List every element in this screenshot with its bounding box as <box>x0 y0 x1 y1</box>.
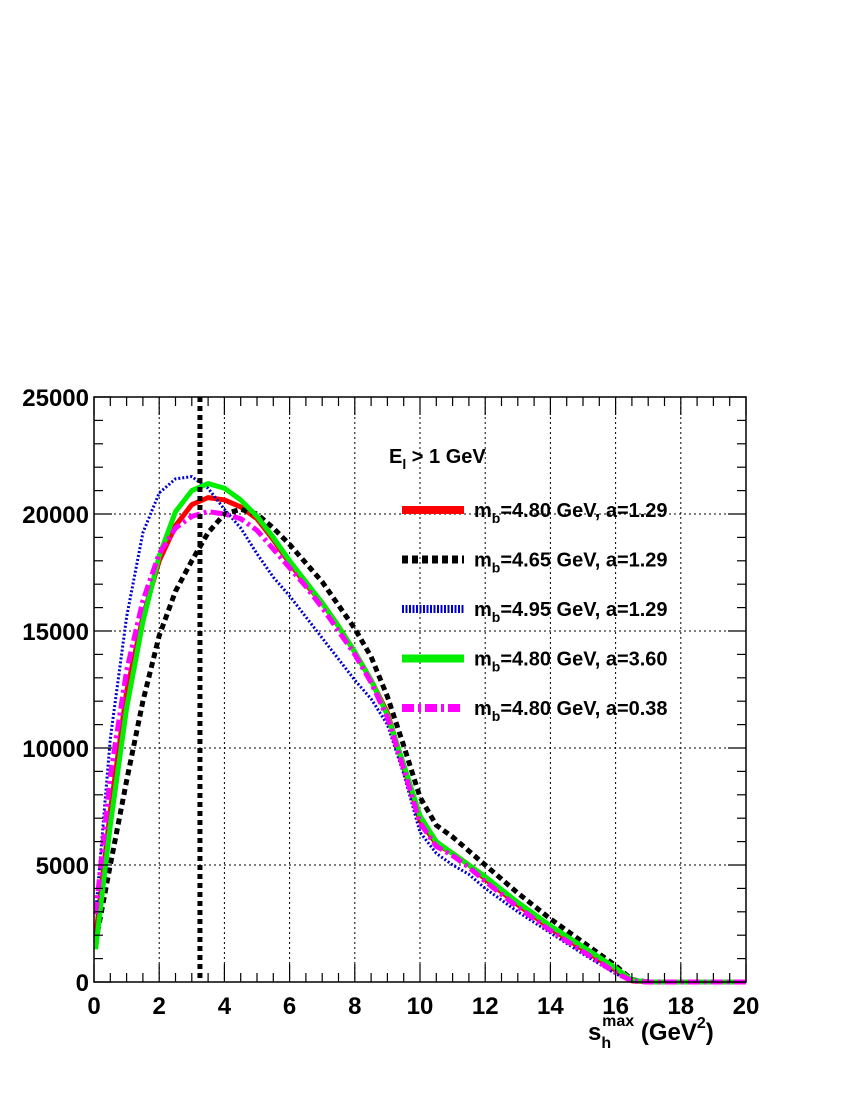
x-tick-label: 18 <box>667 993 694 1020</box>
y-tick-label: 10000 <box>22 736 89 763</box>
x-tick-label: 0 <box>87 993 100 1020</box>
axis-titles: shmax (GeV2) <box>588 1013 714 1052</box>
x-tick-label: 2 <box>153 993 166 1020</box>
legend: El > 1 GeV mb=4.80 GeV, a=1.29 mb=4.65 GeV… <box>389 446 668 724</box>
x-tick-label: 20 <box>733 993 760 1020</box>
plot-frame <box>93 396 747 983</box>
legend-label-1: mb=4.80 GeV, a=1.29 <box>474 500 668 526</box>
x-tick-label: 16 <box>602 993 629 1020</box>
y-tick-label: 0 <box>76 970 89 997</box>
x-tick-label: 4 <box>218 993 232 1020</box>
series-line-2 <box>93 506 746 985</box>
axis-ticks <box>93 396 747 983</box>
y-tick-label: 25000 <box>22 385 89 412</box>
x-tick-label: 10 <box>407 993 434 1020</box>
x-tick-label: 14 <box>537 993 564 1020</box>
x-tick-label: 6 <box>283 993 296 1020</box>
plot-frame-rect <box>93 396 747 983</box>
legend-header: El > 1 GeV <box>389 446 486 472</box>
y-tick-label: 20000 <box>22 502 89 529</box>
y-tick-label: 15000 <box>22 619 89 646</box>
legend-label-2: mb=4.65 GeV, a=1.29 <box>474 550 668 576</box>
x-tick-label: 8 <box>348 993 361 1020</box>
x-tick-label: 12 <box>472 993 499 1020</box>
legend-label-3: mb=4.95 GeV, a=1.29 <box>474 599 668 625</box>
grid <box>93 396 747 983</box>
y-tick-label: 5000 <box>36 853 89 880</box>
legend-label-4: mb=4.80 GeV, a=3.60 <box>474 649 668 675</box>
series-line-5 <box>93 509 746 985</box>
series-lines <box>93 397 746 985</box>
x-axis-title: shmax (GeV2) <box>588 1013 714 1052</box>
series-line-3 <box>94 475 746 984</box>
tick-labels: 0 2 4 6 8 10 12 14 16 18 20 0 5000 10000 15000 20000 250… <box>22 385 759 1020</box>
legend-label-5: mb=4.80 GeV, a=0.38 <box>474 698 668 724</box>
